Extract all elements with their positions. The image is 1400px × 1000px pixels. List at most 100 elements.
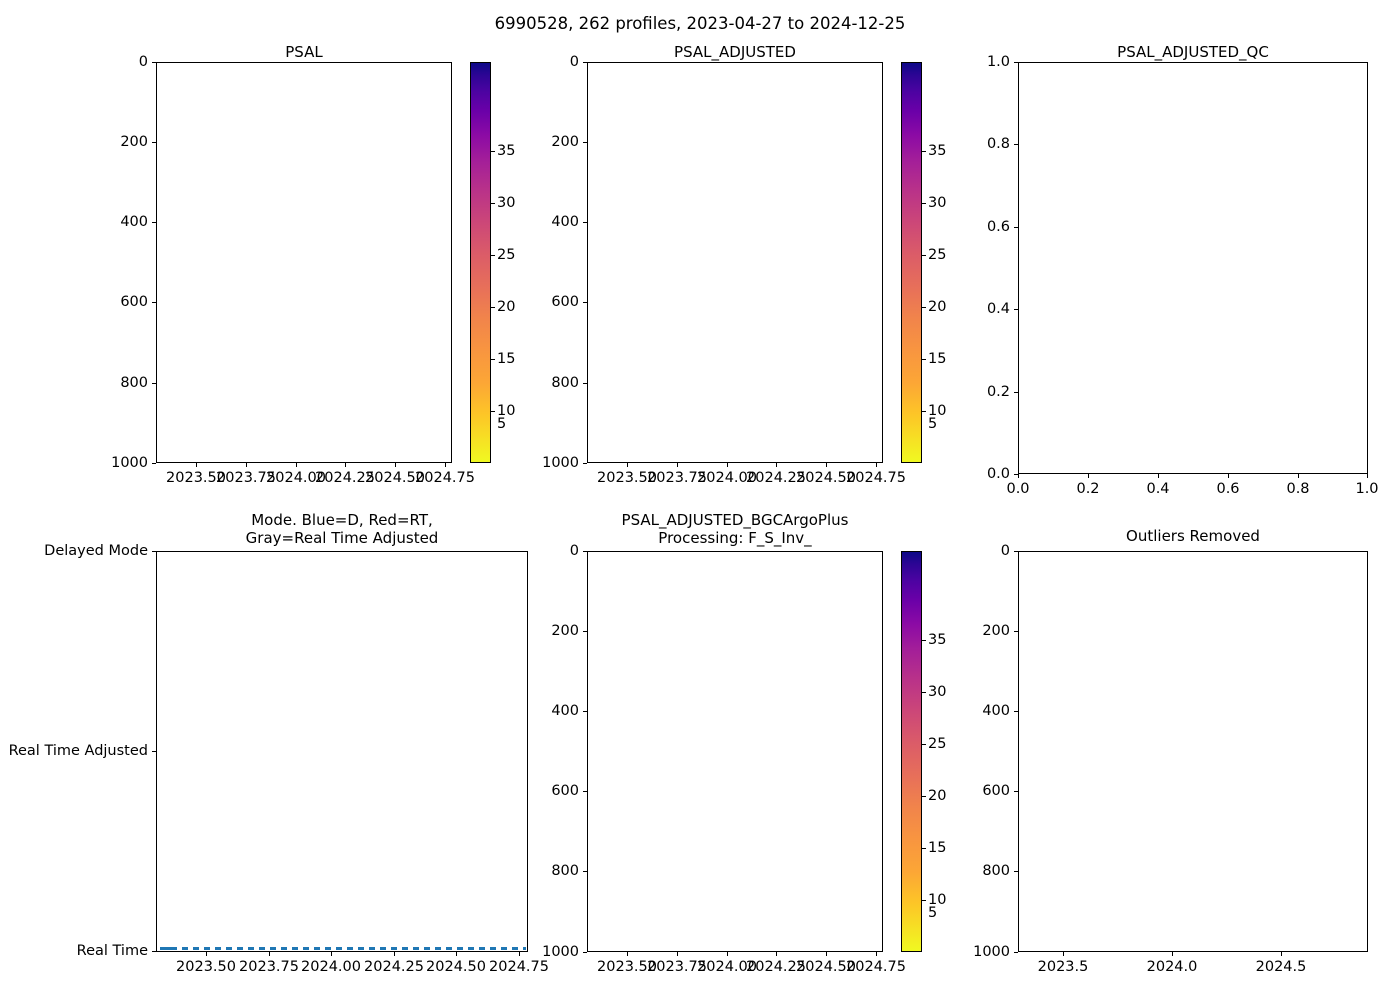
panel-psal-adjusted-axes[interactable] xyxy=(587,62,883,463)
panel-outliers-removed-axes[interactable] xyxy=(1018,551,1368,952)
cbtick xyxy=(491,307,495,309)
xtick-label: 2024.75 xyxy=(415,470,475,486)
cbtick xyxy=(491,203,495,205)
tick-x xyxy=(627,952,629,956)
ytick-label: 400 xyxy=(551,703,579,719)
cbtick-label: 35 xyxy=(497,143,516,159)
xtick-label: 0.6 xyxy=(1216,481,1240,497)
ytick-label: 400 xyxy=(551,214,579,230)
ytick-label: 800 xyxy=(982,863,1010,879)
xtick-label: 2024.00 xyxy=(301,959,361,975)
xtick-label: 2023.5 xyxy=(1037,959,1089,975)
xtick-label: 2024.25 xyxy=(746,959,806,975)
colorbar-psal xyxy=(470,62,491,463)
ytick-label: 400 xyxy=(982,703,1010,719)
xtick-label: 2024.75 xyxy=(489,959,549,975)
cbtick xyxy=(922,900,926,902)
figure-suptitle: 6990528, 262 profiles, 2023-04-27 to 202… xyxy=(494,14,906,33)
tick-y xyxy=(1014,791,1018,793)
cbtick xyxy=(922,151,926,153)
ytick-label: 0.8 xyxy=(986,136,1010,152)
panel-mode-axes[interactable] xyxy=(156,551,528,952)
ytick-label: 200 xyxy=(551,134,579,150)
xtick-label: 2024.50 xyxy=(796,470,856,486)
tick-x xyxy=(627,463,629,467)
xtick-label: 2023.50 xyxy=(597,470,657,486)
tick-y xyxy=(583,383,587,385)
tick-x xyxy=(394,952,396,956)
tick-x xyxy=(269,952,271,956)
xtick-label: 2024.0 xyxy=(1146,959,1198,975)
xtick-label: 1.0 xyxy=(1355,481,1379,497)
tick-y xyxy=(1014,952,1018,954)
tick-x xyxy=(776,952,778,956)
panel-bgcargoplus-title: PSAL_ADJUSTED_BGCArgoPlus Processing: F_… xyxy=(621,511,849,547)
panel-psal-axes[interactable] xyxy=(156,62,452,463)
tick-x xyxy=(1018,474,1020,478)
cbtick-label: 15 xyxy=(928,351,947,367)
tick-x xyxy=(826,463,828,467)
ytick-label: 0.4 xyxy=(986,301,1010,317)
cbtick-label: 15 xyxy=(497,351,516,367)
cbtick-label: 30 xyxy=(497,195,516,211)
cbtick-label: 20 xyxy=(497,299,516,315)
cbtick-label: 5 xyxy=(497,416,507,432)
tick-y xyxy=(152,951,156,953)
ytick-label: 800 xyxy=(551,863,579,879)
tick-y xyxy=(1014,871,1018,873)
mode-series-cap xyxy=(160,947,174,950)
xtick-label: 2023.75 xyxy=(647,959,707,975)
xtick-label: 2024.00 xyxy=(697,470,757,486)
xtick-label: 2024.50 xyxy=(365,470,425,486)
xtick-label: 2024.25 xyxy=(364,959,424,975)
xtick-label: 2023.75 xyxy=(647,470,707,486)
panel-mode-title: Mode. Blue=D, Red=RT, Gray=Real Time Adj… xyxy=(245,511,439,547)
ytick-label: 0.2 xyxy=(986,384,1010,400)
cbtick-label: 20 xyxy=(928,299,947,315)
tick-x xyxy=(876,463,878,467)
tick-y xyxy=(152,222,156,224)
tick-x xyxy=(395,463,397,467)
tick-x xyxy=(456,952,458,956)
ytick-label: 1000 xyxy=(111,455,148,471)
tick-y xyxy=(152,383,156,385)
xtick-label: 2024.50 xyxy=(796,959,856,975)
ytick-label: 400 xyxy=(120,214,148,230)
tick-y xyxy=(1014,309,1018,311)
tick-x xyxy=(296,463,298,467)
xtick-label: 0.2 xyxy=(1076,481,1100,497)
cbtick xyxy=(922,359,926,361)
cbtick-label: 20 xyxy=(928,788,947,804)
cbtick xyxy=(922,307,926,309)
tick-y xyxy=(1014,144,1018,146)
ytick-label: 0 xyxy=(569,54,579,70)
tick-y xyxy=(583,62,587,64)
ytick-label: 600 xyxy=(551,294,579,310)
tick-x xyxy=(776,463,778,467)
cbtick-label: 10 xyxy=(497,403,516,419)
tick-y xyxy=(1014,474,1018,476)
tick-x xyxy=(727,463,729,467)
panel-bgcargoplus-axes[interactable] xyxy=(587,551,883,952)
tick-x xyxy=(1298,474,1300,478)
tick-y xyxy=(583,871,587,873)
xtick-label: 2023.75 xyxy=(239,959,299,975)
ytick-label: 200 xyxy=(120,134,148,150)
cbtick xyxy=(922,692,926,694)
ytick-label: Real Time Adjusted xyxy=(8,743,148,759)
cbtick xyxy=(491,359,495,361)
xtick-label: 2024.5 xyxy=(1255,959,1307,975)
tick-y xyxy=(583,631,587,633)
ytick-label: 1.0 xyxy=(986,54,1010,70)
cbtick-label: 35 xyxy=(928,143,947,159)
cbtick-label: 10 xyxy=(928,403,947,419)
cbtick xyxy=(922,411,926,413)
tick-x xyxy=(1281,952,1283,956)
tick-x xyxy=(1158,474,1160,478)
tick-y xyxy=(152,751,156,753)
xtick-label: 2024.50 xyxy=(426,959,486,975)
cbtick-label: 5 xyxy=(928,416,938,432)
panel-psal-adjusted-qc-axes[interactable] xyxy=(1018,62,1368,474)
xtick-label: 0.4 xyxy=(1146,481,1170,497)
ytick-label: 0 xyxy=(1000,543,1010,559)
